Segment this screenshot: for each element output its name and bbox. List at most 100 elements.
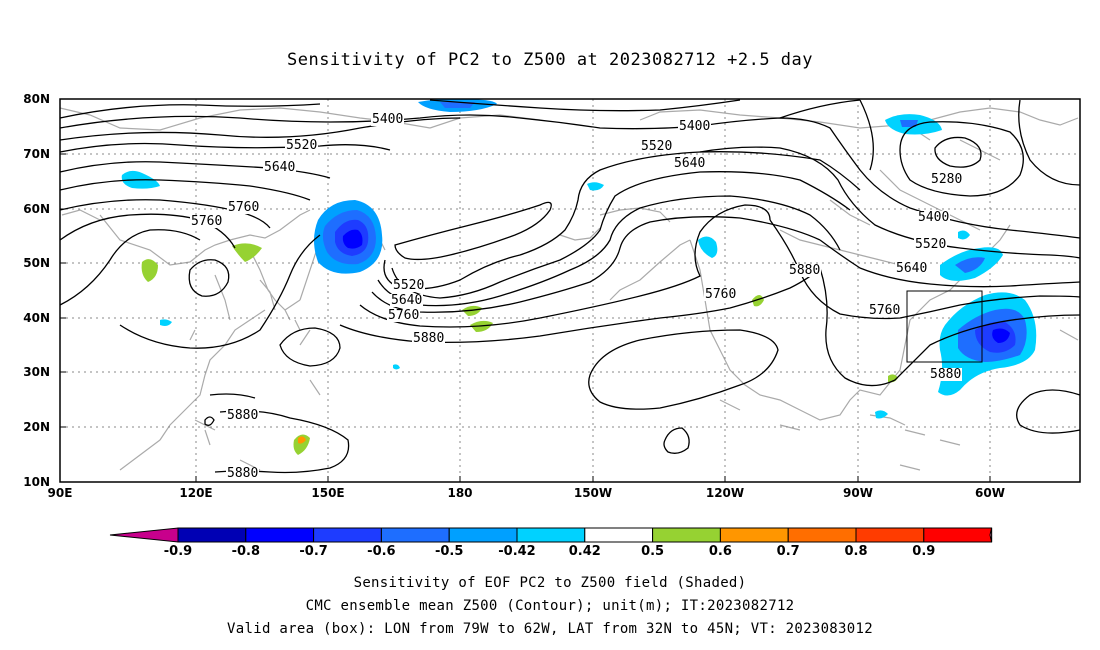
contour-label: 5640 (895, 261, 929, 276)
contour-5760-west (59, 199, 271, 229)
colorbar-segment (448, 527, 518, 543)
contour-label: 5520 (392, 278, 426, 293)
colorbar-segment (652, 527, 721, 543)
colorbar-segment (855, 527, 925, 543)
contour-5520-east (699, 146, 1081, 259)
blob-negative-hudson (698, 236, 718, 258)
caption-shading: Sensitivity of EOF PC2 to Z500 field (Sh… (353, 575, 747, 591)
contour-label: 5880 (226, 466, 260, 481)
colorbar-tick-label: -0.9 (163, 544, 193, 559)
contour-label: 5520 (914, 237, 948, 252)
coast-caribbean (719, 329, 1079, 471)
contour-5400-east (519, 117, 1081, 239)
blob-positive-japan-sea (232, 243, 262, 262)
colorbar-segment (719, 527, 789, 543)
axis-ticks (60, 153, 991, 482)
blob-negative-labrador2 (958, 230, 970, 240)
lat-label-60n: 60N (23, 202, 50, 216)
lat-label-30n: 30N (23, 365, 50, 379)
contour-5640-mid (371, 216, 821, 313)
z500-contours (59, 99, 1081, 474)
blob-negative-gulf (875, 410, 888, 419)
colorbar-tick-label: 0.42 (568, 544, 601, 559)
coast-islands (189, 114, 541, 471)
lat-label-80n: 80N (23, 92, 50, 106)
coastlines (59, 107, 1079, 471)
lat-label-20n: 20N (23, 420, 50, 434)
blob-positive-tropic (293, 434, 310, 455)
contour-label: 5880 (788, 263, 822, 278)
lon-label-90w: 90W (843, 486, 873, 500)
lon-label-150w: 150W (573, 486, 613, 500)
contour-5880-tropics (588, 329, 779, 410)
contour-5880-left-loop (188, 259, 230, 297)
colorbar-tick-label: 0.8 (844, 544, 868, 559)
lat-label-10n: 10N (23, 475, 50, 489)
plot-frame (59, 98, 1081, 483)
contour-label: 5280 (930, 172, 964, 187)
colorbar-segment (516, 527, 586, 543)
caption-contour: CMC ensemble mean Z500 (Contour); unit(m… (305, 598, 795, 614)
colorbar-high-triangle (989, 527, 993, 543)
caption-valid-area: Valid area (box): LON from 79W to 62W, L… (227, 621, 873, 637)
blob-positive-mongolia (141, 259, 158, 282)
colorbar-segment (923, 527, 993, 543)
lon-label-180: 180 (447, 486, 473, 500)
contour-5640-west (59, 161, 331, 179)
colorbar (109, 527, 993, 543)
contour-5520-mid (383, 151, 861, 290)
colorbar-segment (313, 527, 382, 543)
colorbar-segment (245, 527, 315, 543)
lat-label-40n: 40N (23, 311, 50, 325)
contour-label: 5760 (387, 308, 421, 323)
blob-positive-pacific1 (462, 305, 482, 316)
lon-label-90e: 90E (47, 486, 73, 500)
colorbar-tick-label: -0.8 (231, 544, 261, 559)
lat-label-50n: 50N (23, 256, 50, 270)
valid-area-box (906, 290, 983, 363)
lon-label-150e: 150E (311, 486, 345, 500)
contour-label: 5400 (371, 112, 405, 127)
gridlines (60, 99, 1080, 482)
contour-5760-mid (359, 204, 771, 328)
blob-negative-small2 (393, 364, 400, 370)
colorbar-tick-label: -0.6 (367, 544, 396, 559)
colorbar-tick-label: -0.7 (299, 544, 328, 559)
contour-label: 5400 (678, 119, 712, 134)
lon-label-120w: 120W (705, 486, 745, 500)
colorbar-tick-label: 0.6 (708, 544, 732, 559)
contour-label: 5640 (263, 160, 297, 175)
map-title: Sensitivity of PC2 to Z500 at 2023082712… (286, 50, 813, 70)
contour-label: 5760 (868, 303, 902, 318)
lat-label-70n: 70N (23, 147, 50, 161)
contour-label: 5760 (704, 287, 738, 302)
colorbar-segment (787, 527, 857, 543)
contour-label: 5880 (412, 331, 446, 346)
contour-label: 5640 (673, 156, 707, 171)
contour-5880-east (819, 267, 1081, 387)
blob-positive-us (752, 295, 764, 307)
contour-5880-west-pacific (214, 410, 350, 474)
colorbar-tick-label: -0.5 (434, 544, 464, 559)
blob-negative-small1 (160, 319, 172, 326)
colorbar-tick-label: 0.7 (776, 544, 800, 559)
contour-label: 5880 (226, 408, 260, 423)
blob-positive-florida (888, 374, 898, 383)
colorbar-low-triangle (109, 527, 179, 543)
lon-label-60w: 60W (975, 486, 1005, 500)
colorbar-tick-label: 0.9 (912, 544, 936, 559)
colorbar-tick-label: -0.42 (498, 544, 536, 559)
contour-5280-greenland (899, 121, 1024, 197)
colorbar-segment (177, 527, 247, 543)
colorbar-segment (584, 527, 654, 543)
lon-label-120e: 120E (179, 486, 213, 500)
contour-label: 5640 (390, 293, 424, 308)
contour-5400-west (59, 114, 521, 129)
contour-label: 5760 (190, 214, 224, 229)
contour-label: 5760 (227, 200, 261, 215)
contour-label: 5400 (917, 210, 951, 225)
sensitivity-shading (121, 98, 1037, 455)
contour-label: 5880 (929, 367, 963, 382)
contour-label: 5520 (285, 138, 319, 153)
